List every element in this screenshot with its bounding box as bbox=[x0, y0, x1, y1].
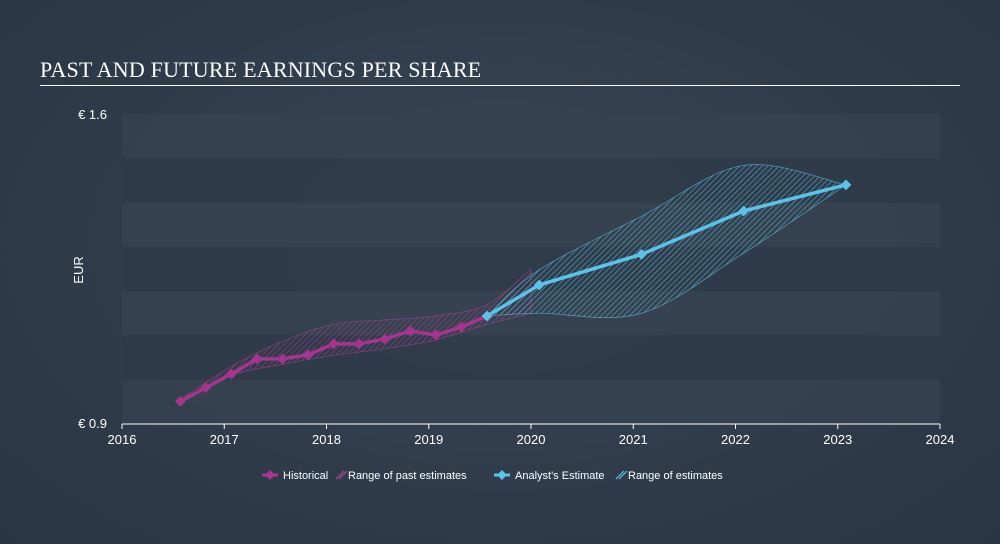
legend-item-estimate-range[interactable]: Range of estimates bbox=[615, 470, 723, 482]
x-ticks: 2016 2017 2018 2019 2020 2021 2022 2023 2024 bbox=[108, 424, 955, 447]
grid-band bbox=[122, 202, 940, 247]
historical-point bbox=[251, 353, 263, 365]
y-axis-label: EUR bbox=[71, 256, 86, 283]
title-divider bbox=[40, 85, 960, 86]
historical-point bbox=[328, 338, 340, 350]
y-tick-label-bottom: € 0.9 bbox=[78, 416, 107, 431]
historical-point bbox=[430, 329, 442, 341]
x-tick-label: 2018 bbox=[312, 432, 341, 447]
x-tick-label: 2017 bbox=[210, 432, 239, 447]
historical-point bbox=[200, 382, 212, 394]
historical-point bbox=[174, 396, 186, 407]
grid-band bbox=[122, 114, 940, 159]
legend-label-estimate-range: Range of estimates bbox=[628, 470, 723, 482]
estimate-point bbox=[481, 310, 493, 322]
x-tick-label: 2019 bbox=[414, 432, 443, 447]
legend-label-estimate: Analyst's Estimate bbox=[515, 470, 605, 482]
grid-band bbox=[122, 335, 940, 380]
legend-label-historical: Historical bbox=[283, 470, 328, 482]
chart-title: PAST AND FUTURE EARNINGS PER SHARE bbox=[40, 57, 482, 82]
series-markers bbox=[174, 179, 852, 407]
estimate-point bbox=[840, 179, 852, 191]
x-tick-label: 2022 bbox=[721, 432, 750, 447]
legend-label-past-range: Range of past estimates bbox=[348, 470, 467, 482]
x-tick-label: 2021 bbox=[619, 432, 648, 447]
historical-point bbox=[226, 368, 237, 380]
historical-point bbox=[302, 349, 314, 361]
historical-point bbox=[379, 333, 391, 345]
y-tick-label-top: € 1.6 bbox=[78, 107, 107, 122]
legend-item-estimate[interactable]: Analyst's Estimate bbox=[494, 470, 605, 482]
legend: Historical Range of past estimates Analy… bbox=[262, 470, 723, 482]
estimate-point bbox=[738, 205, 750, 217]
grid-band bbox=[122, 379, 940, 424]
x-tick-label: 2024 bbox=[926, 432, 955, 447]
x-tick-label: 2016 bbox=[108, 432, 137, 447]
legend-item-historical[interactable]: Historical bbox=[262, 470, 328, 482]
legend-item-past-range[interactable]: Range of past estimates bbox=[335, 470, 467, 482]
x-tick-label: 2020 bbox=[517, 432, 546, 447]
historical-point bbox=[353, 338, 365, 350]
x-tick-label: 2023 bbox=[823, 432, 852, 447]
historical-point bbox=[277, 353, 288, 365]
historical-point bbox=[456, 321, 467, 333]
historical-point bbox=[404, 325, 416, 337]
